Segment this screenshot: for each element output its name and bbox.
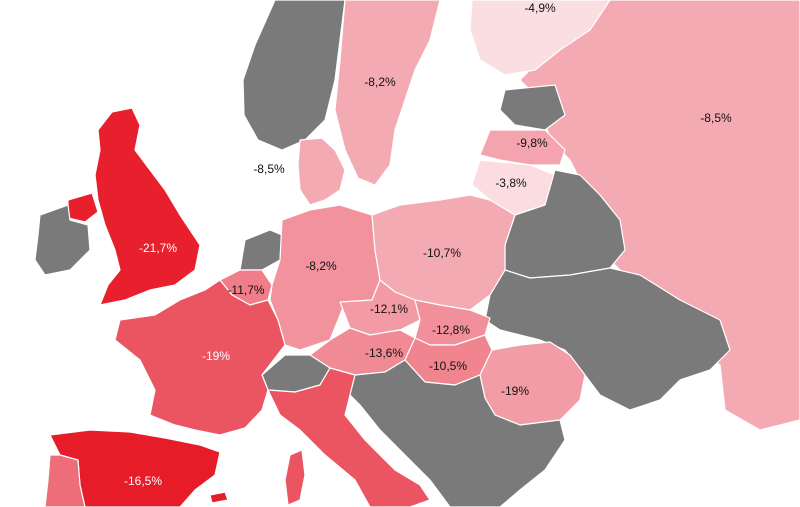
region-uk	[94, 107, 201, 306]
region-balearic	[209, 491, 229, 504]
region-corsica-sardinia	[284, 449, 306, 506]
label-slovakia: -12,8%	[432, 323, 470, 337]
region-germany	[269, 204, 381, 351]
label-romania: -19%	[501, 384, 529, 398]
region-ukraine	[484, 267, 731, 411]
label-lithuania: -3,8%	[495, 176, 527, 190]
region-finland	[469, 0, 611, 76]
region-france	[114, 279, 286, 436]
label-russia: -8,5%	[700, 111, 732, 125]
region-ireland	[34, 204, 91, 276]
region-norway	[242, 0, 346, 151]
region-balkans	[349, 359, 566, 507]
region-italy	[267, 367, 431, 507]
label-austria: -13,6%	[365, 346, 403, 360]
region-denmark	[297, 137, 346, 206]
region-latvia	[479, 129, 566, 166]
label-finland: -4,9%	[524, 1, 556, 15]
label-belgium: -11,7%	[227, 283, 264, 297]
label-germany: -8,2%	[305, 259, 337, 273]
label-uk: -21,7%	[139, 241, 177, 255]
label-spain: -16,5%	[124, 474, 162, 488]
label-czechia: -12,1%	[370, 302, 408, 316]
label-latvia: -9,8%	[516, 136, 548, 150]
region-sweden	[334, 0, 441, 186]
label-sweden: -8,2%	[364, 75, 396, 89]
label-poland: -10,7%	[423, 246, 461, 260]
label-denmark: -8,5%	[253, 162, 285, 176]
label-hungary: -10,5%	[429, 359, 467, 373]
label-france: -19%	[202, 349, 230, 363]
region-portugal	[44, 454, 86, 507]
